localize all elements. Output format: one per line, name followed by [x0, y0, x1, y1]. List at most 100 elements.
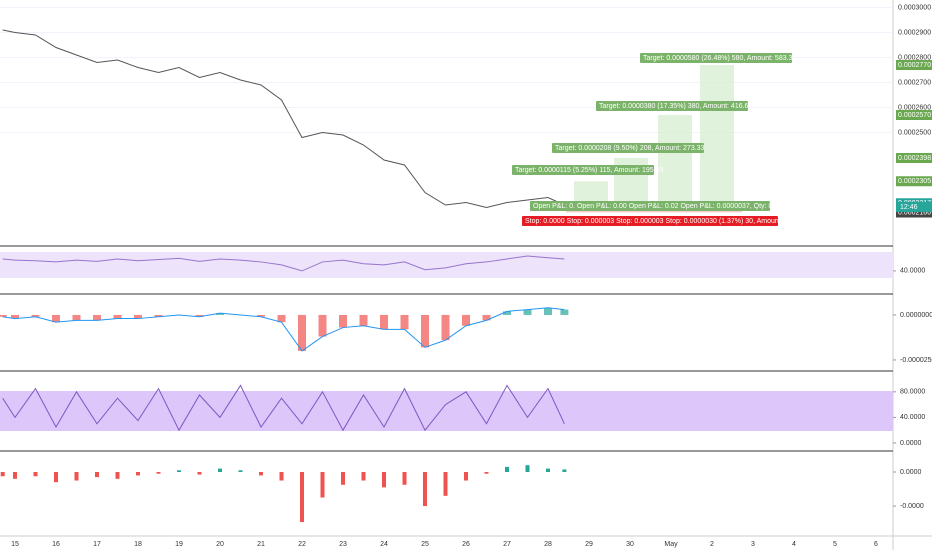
y-tick-label: 0.0002500 — [898, 129, 931, 136]
hist-bar — [279, 472, 284, 481]
x-tick-label: 27 — [503, 541, 511, 548]
macd-bar — [482, 314, 491, 321]
target-zone — [574, 181, 608, 204]
hist-bar — [320, 472, 325, 498]
macd-line — [2, 307, 565, 352]
price-line — [2, 29, 565, 209]
x-tick-label: 4 — [792, 541, 796, 548]
rsi-line — [2, 255, 565, 272]
y-tick-label: 0.0002700 — [898, 79, 931, 86]
open-pnl-label-bg — [530, 201, 770, 211]
hist-bar — [484, 472, 489, 474]
price-tag-label: 0.0002770 — [898, 62, 931, 69]
macd-bar — [154, 314, 163, 317]
x-tick-label: 21 — [257, 541, 265, 548]
stoch-band — [0, 391, 893, 431]
hist-bar — [136, 472, 140, 476]
macd-bar — [195, 314, 204, 317]
y-tick-label: 40.0000 — [900, 414, 925, 421]
macd-bar — [441, 314, 450, 341]
y-tick-label: 0.0000 — [900, 469, 922, 476]
price-tag — [896, 60, 932, 70]
hist-bar — [546, 468, 550, 473]
x-tick-label: 15 — [11, 541, 19, 548]
x-tick-label: 26 — [462, 541, 470, 548]
hist-bar — [95, 472, 99, 478]
stop-label-bg — [522, 216, 778, 226]
macd-bar — [339, 314, 347, 328]
hist-bar — [54, 472, 58, 483]
macd-bar — [72, 314, 81, 321]
price-tag-label: 0.0002180 — [898, 209, 931, 216]
macd-bar — [400, 314, 409, 330]
hist-bar — [423, 472, 427, 507]
hist-bar — [341, 472, 345, 485]
hist-bar — [402, 472, 407, 485]
target-zone — [658, 115, 692, 204]
price-tag-label: 0.0002570 — [898, 112, 931, 119]
x-tick-label: 16 — [52, 541, 60, 548]
macd-bar — [216, 313, 224, 315]
target-label: Target: 0.0000115 (5.25%) 115, Amount: 1… — [515, 167, 664, 174]
macd-bar — [560, 309, 569, 315]
price-tag — [896, 207, 932, 218]
hist-bar — [156, 472, 161, 474]
y-tick-label: -0.0000 — [900, 503, 924, 510]
macd-bar — [11, 314, 19, 319]
macd-bar — [359, 314, 368, 326]
hist-bar — [464, 472, 468, 481]
hist-bar — [382, 472, 386, 488]
time-label: 12:46 — [900, 204, 918, 211]
macd-bar — [277, 314, 286, 323]
x-tick-label: 30 — [626, 541, 634, 548]
hist-bar — [300, 472, 304, 523]
y-tick-label: -0.0000250 — [900, 357, 932, 364]
macd-bar — [298, 314, 306, 351]
hist-bar — [13, 472, 17, 479]
x-tick-label: 17 — [93, 541, 101, 548]
hist-bar — [177, 470, 181, 473]
target-zone — [700, 65, 734, 204]
macd-bar — [523, 309, 532, 315]
hist-bar — [197, 472, 202, 475]
hist-bar — [361, 472, 366, 481]
y-tick-label: 80.0000 — [900, 389, 925, 396]
macd-bar — [380, 314, 388, 330]
y-tick-label: 0.0000 — [900, 440, 922, 447]
rsi-band — [0, 252, 893, 278]
hist-bar — [0, 472, 5, 477]
hist-bar — [238, 470, 243, 473]
x-tick-label: 22 — [298, 541, 306, 548]
x-tick-label: 2 — [710, 541, 714, 548]
x-tick-label: 28 — [544, 541, 552, 548]
y-tick-label: 0.0003000 — [898, 4, 931, 11]
hist-bar — [505, 466, 509, 473]
x-tick-label: 29 — [585, 541, 593, 548]
macd-bar — [93, 314, 101, 321]
time-tag — [896, 202, 932, 212]
target-label: Target: 0.0000380 (17.35%) 380, Amount: … — [599, 103, 752, 110]
hist-bar — [562, 469, 567, 473]
hist-bar — [218, 468, 222, 473]
macd-bar — [134, 314, 142, 319]
target-label: Target: 0.0000580 (26.48%) 580, Amount: … — [643, 55, 796, 62]
price-tag-label: 0.0002398 — [898, 155, 931, 162]
macd-bar — [0, 314, 7, 317]
macd-bar — [544, 307, 552, 315]
stoch-line — [2, 384, 565, 432]
target-label-bg — [596, 101, 748, 111]
open-pnl-label: Open P&L: 0. Open P&L: 0.00 Open P&L: 0.… — [533, 203, 796, 210]
y-tick-label: 0.0000000 — [900, 312, 932, 319]
target-label: Target: 0.0000208 (9.50%) 208, Amount: 2… — [555, 145, 705, 152]
macd-bar — [318, 314, 327, 337]
hist-bar — [525, 465, 530, 473]
x-tick-label: 19 — [175, 541, 183, 548]
x-tick-label: 25 — [421, 541, 429, 548]
x-tick-label: 23 — [339, 541, 347, 548]
macd-bar — [257, 314, 265, 317]
x-tick-label: 5 — [833, 541, 837, 548]
target-label-bg — [512, 165, 654, 175]
price-tag — [896, 110, 932, 120]
price-tag-label: 0.0002305 — [898, 178, 931, 185]
